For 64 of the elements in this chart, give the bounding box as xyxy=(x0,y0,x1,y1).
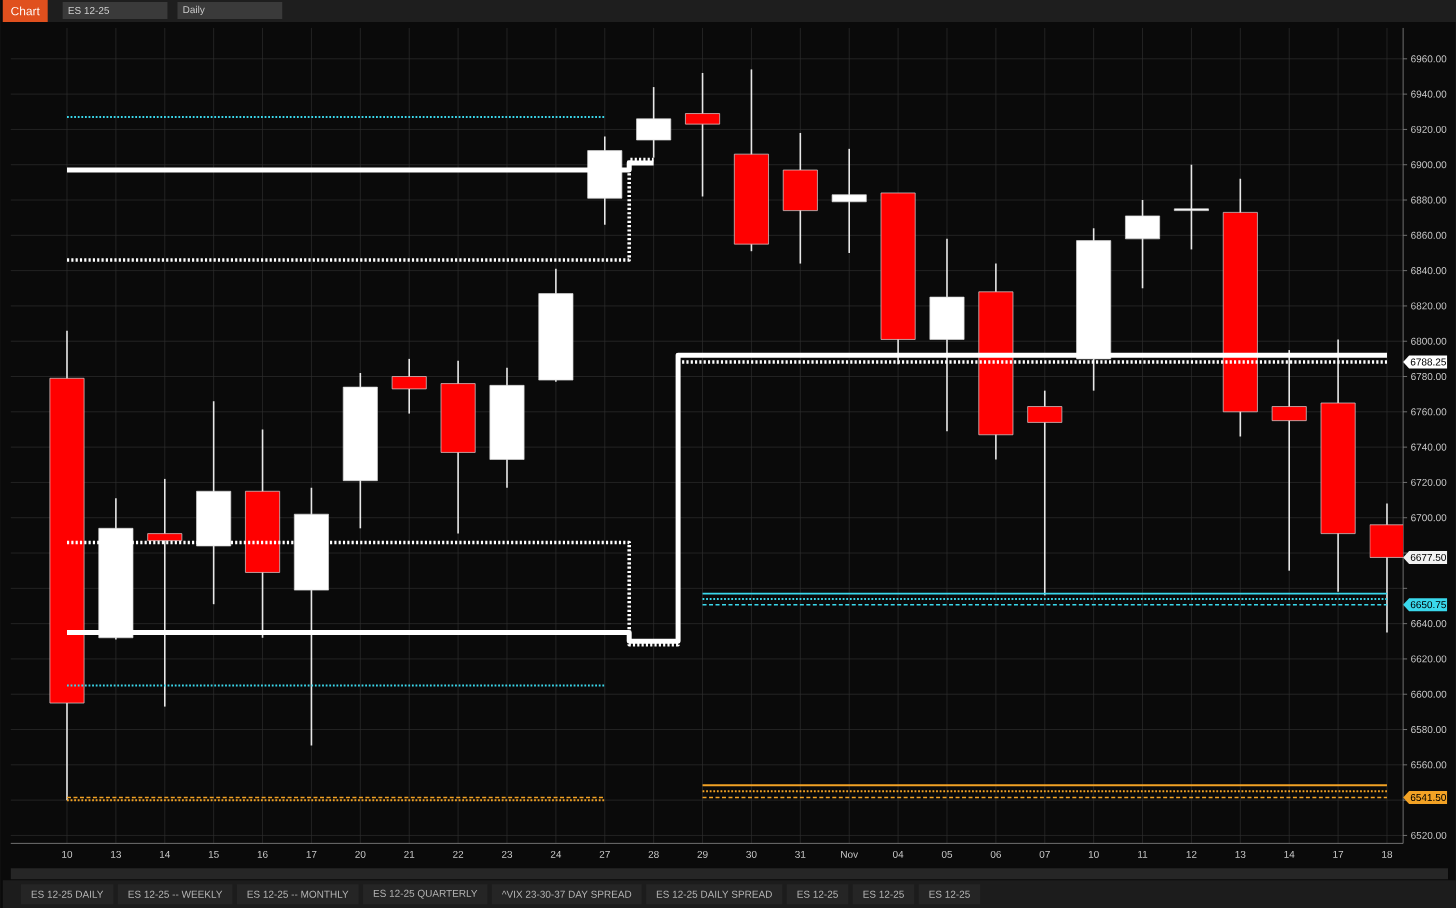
x-tick-label: 12 xyxy=(1186,850,1197,858)
text: ES 12-25 -- MONTHLY xyxy=(247,890,349,898)
y-tick-label: 6960.00 xyxy=(1411,55,1447,63)
text: ES 12-25 xyxy=(863,890,904,898)
y-tick-label: 6760.00 xyxy=(1411,408,1447,416)
y-tick-label: 6560.00 xyxy=(1411,761,1447,769)
y-tick-label: 6600.00 xyxy=(1411,690,1447,698)
x-tick-label: 14 xyxy=(1284,850,1295,858)
y-tick-label: 6900.00 xyxy=(1411,161,1447,169)
y-tick-label: 6720.00 xyxy=(1411,478,1447,486)
x-tick-label: 15 xyxy=(208,850,219,858)
x-tick-label: 13 xyxy=(1235,850,1246,858)
x-tick-label: 18 xyxy=(1382,850,1393,858)
x-tick-label: 13 xyxy=(111,850,121,858)
x-tick-label: 29 xyxy=(697,850,708,858)
y-tick-label: 6840.00 xyxy=(1411,266,1447,275)
y-tick-label: 6880.00 xyxy=(1411,196,1447,204)
text: ^VIX 23-30-37 DAY SPREAD xyxy=(501,890,632,898)
chart-subtitle: Daily xyxy=(183,5,205,15)
x-tick-label: 04 xyxy=(892,850,904,858)
y-tick-label: 6520.00 xyxy=(1411,831,1447,839)
y-tick-label: 6860.00 xyxy=(1411,231,1447,239)
text: ES 12-25 xyxy=(797,890,838,898)
x-tick-label: 14 xyxy=(159,850,171,858)
y-tick-label: 6940.00 xyxy=(1411,90,1447,98)
x-tick-label: 27 xyxy=(599,850,610,858)
y-tick-label: 6820.00 xyxy=(1411,302,1447,310)
y-tick-label: 6780.00 xyxy=(1411,372,1447,380)
y-tick-label: 6640.00 xyxy=(1411,619,1447,628)
annotation: 6677.50 xyxy=(1410,553,1446,561)
x-tick-label: 11 xyxy=(1138,850,1148,858)
x-tick-label: 10 xyxy=(62,850,73,858)
annotation: 6788.25 xyxy=(1410,358,1446,366)
x-tick-label: 22 xyxy=(453,850,464,858)
y-tick-label: 6800.00 xyxy=(1411,337,1447,345)
y-tick-label: 6920.00 xyxy=(1411,125,1447,133)
x-tick-label: 23 xyxy=(501,850,513,858)
y-tick-label: 6580.00 xyxy=(1411,725,1447,733)
x-tick-label: 31 xyxy=(795,850,806,858)
text: ES 12-25 -- WEEKLY xyxy=(128,890,223,898)
x-tick-label: 07 xyxy=(1039,850,1050,858)
y-tick-label: 6620.00 xyxy=(1411,655,1447,663)
x-tick-label: 10 xyxy=(1088,850,1099,858)
x-tick-label: Nov xyxy=(841,850,859,858)
text: Chart xyxy=(11,6,40,16)
text: ES 12-25 DAILY xyxy=(31,890,104,898)
annotation: 6541.50 xyxy=(1410,793,1446,801)
x-tick-label: 28 xyxy=(648,850,659,858)
x-tick-label: 06 xyxy=(990,850,1001,858)
x-tick-label: 17 xyxy=(306,850,317,858)
chart-title: ES 12-25 xyxy=(68,6,110,14)
text: ES 12-25 QUARTERLY xyxy=(373,889,478,899)
y-tick-label: 6740.00 xyxy=(1411,443,1447,451)
x-tick-label: 20 xyxy=(355,850,366,858)
text: ES 12-25 xyxy=(929,890,970,898)
x-tick-label: 16 xyxy=(257,850,268,858)
annotation: 6650.75 xyxy=(1410,601,1446,609)
x-tick-label: 24 xyxy=(550,850,562,858)
x-tick-label: 17 xyxy=(1333,850,1344,858)
text: ES 12-25 DAILY SPREAD xyxy=(656,890,772,898)
x-tick-label: 05 xyxy=(941,850,953,858)
x-tick-label: 30 xyxy=(746,850,757,858)
y-tick-label: 6700.00 xyxy=(1411,514,1447,522)
x-tick-label: 21 xyxy=(404,850,415,858)
